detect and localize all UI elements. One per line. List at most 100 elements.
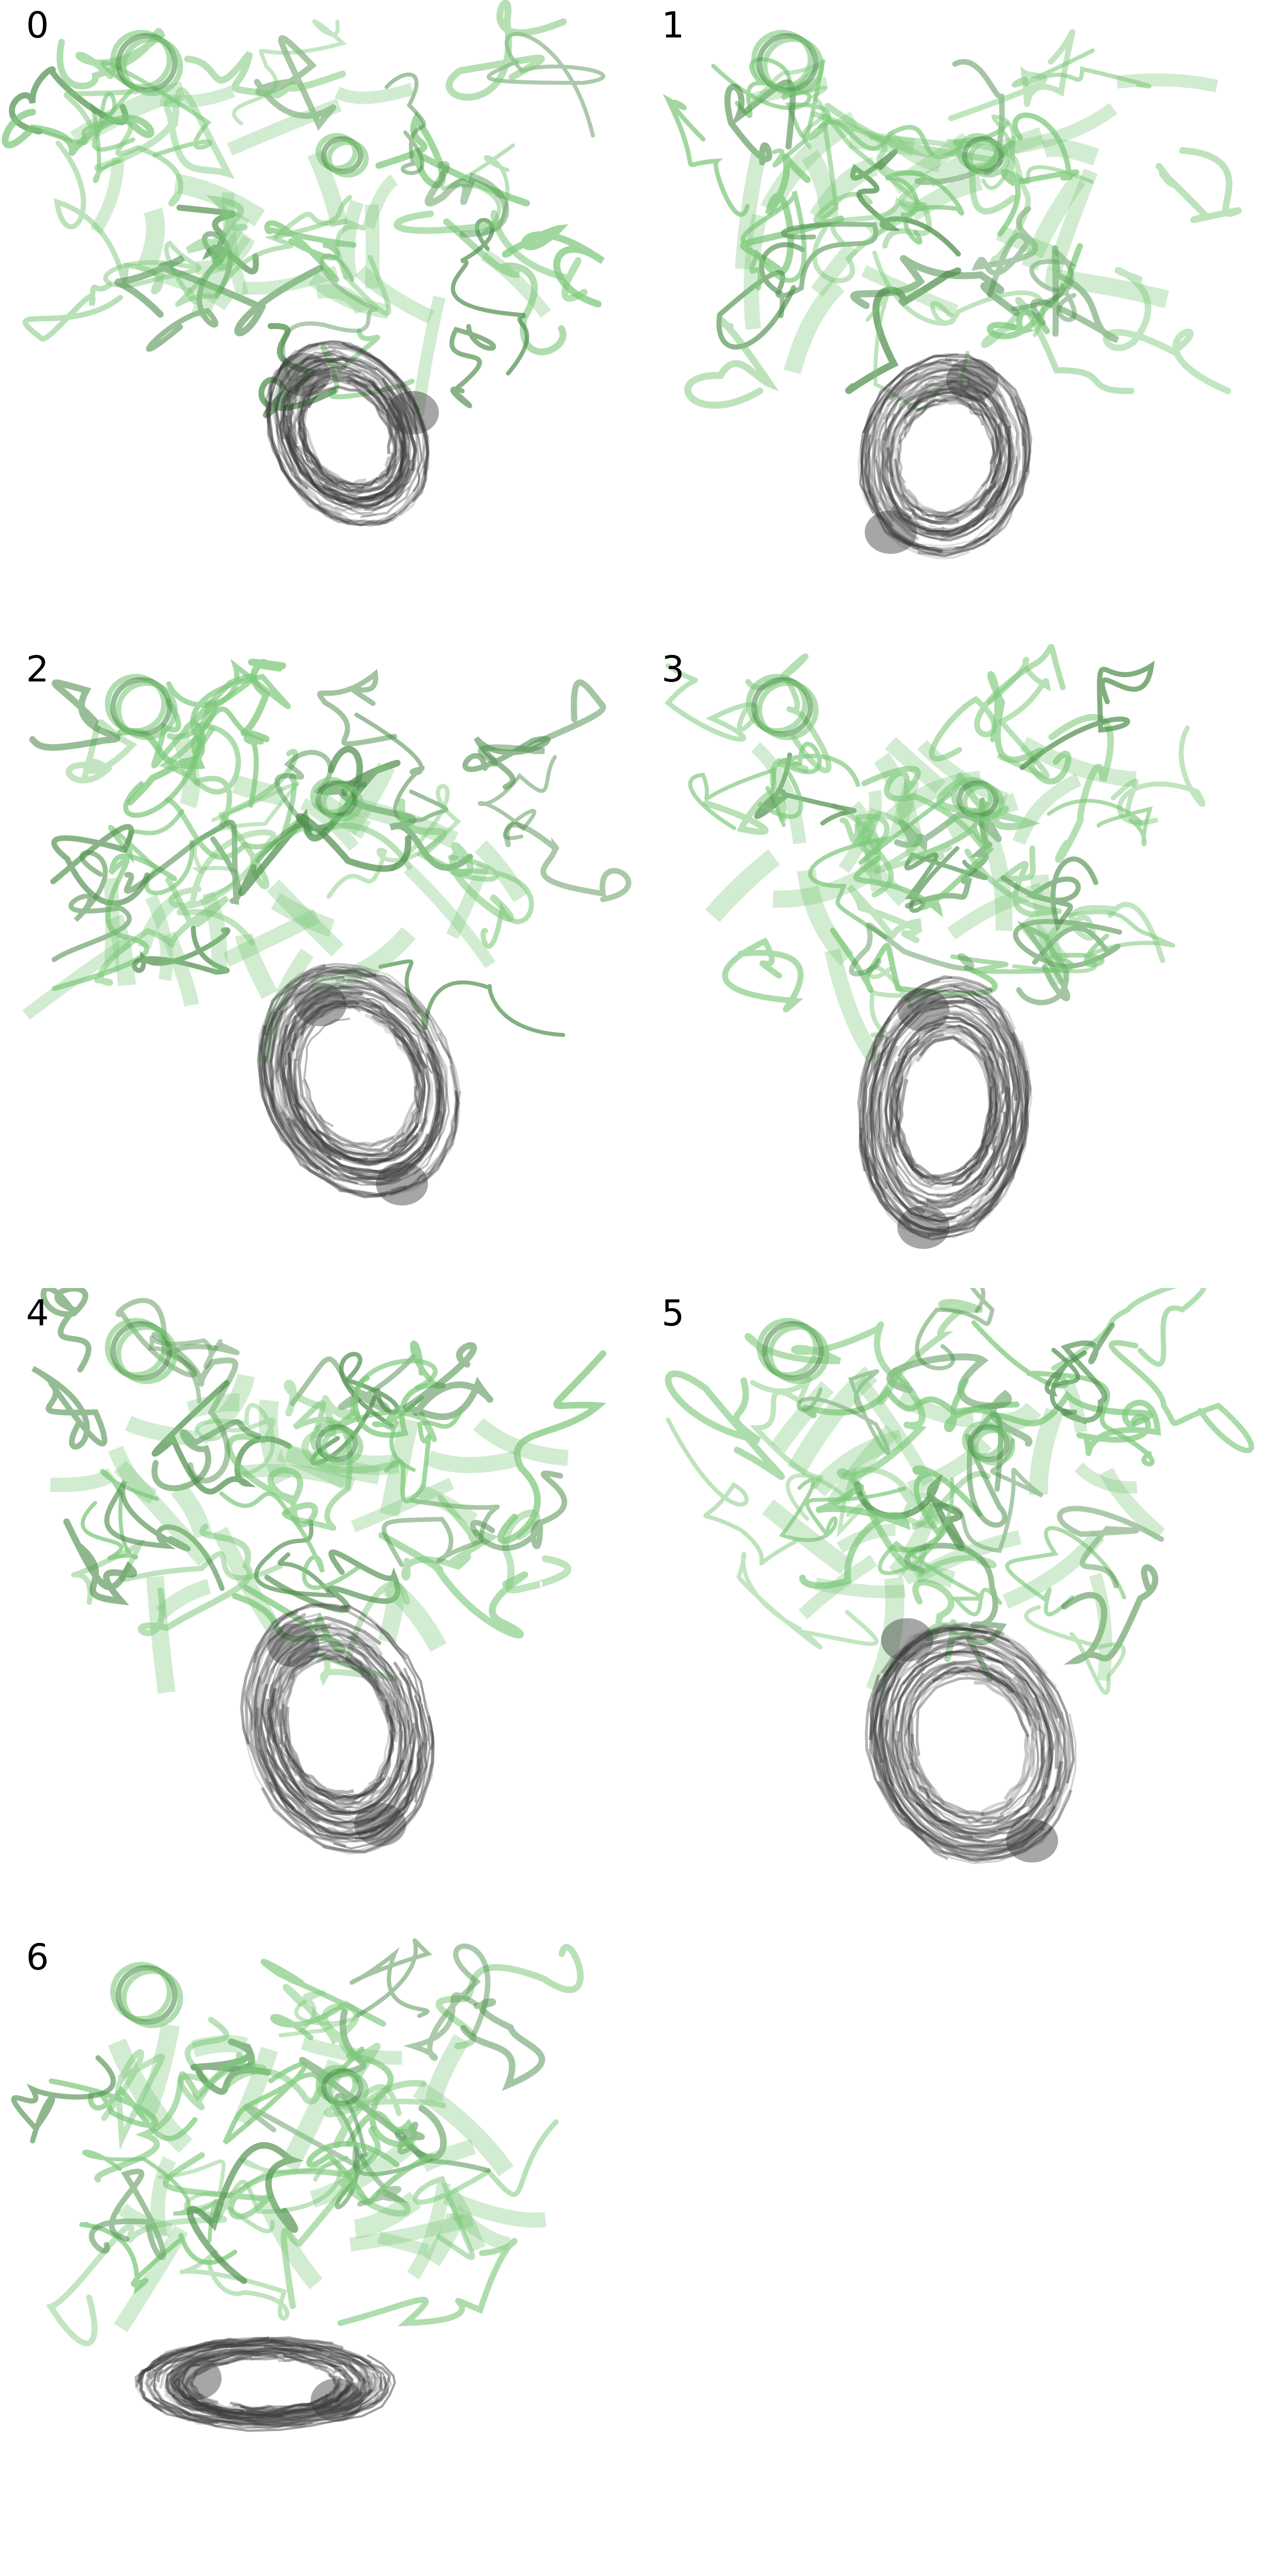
- protein-loop: [1047, 799, 1153, 847]
- ligand-trajectory-curve: [295, 1005, 361, 1061]
- ligand-trajectory-curve: [292, 995, 425, 1055]
- ligand-trajectory-curve: [904, 1026, 998, 1120]
- ligand-trajectory-curve: [993, 1652, 1057, 1750]
- ligand-trajectory-curve: [301, 2346, 383, 2413]
- ligand-trajectory-curve: [926, 1111, 1008, 1204]
- protein-loop: [850, 148, 961, 257]
- ligand-trajectory-curve: [962, 997, 1021, 1192]
- ligand-trajectory-curve: [291, 370, 385, 477]
- ligand-trajectory-curve: [246, 2388, 373, 2424]
- ligand-trajectory-curve: [341, 1605, 435, 1750]
- ligand-trajectory-curve: [183, 2353, 278, 2407]
- ligand-trajectory-curve: [864, 452, 1022, 553]
- protein-beta-strand: [377, 1582, 404, 1645]
- ligand-trajectory-curve: [307, 2362, 338, 2394]
- ligand-trajectory-curve: [188, 2347, 366, 2413]
- protein-beta-strand: [424, 2212, 464, 2266]
- protein-beta-strand: [1116, 73, 1218, 93]
- ligand-trajectory-curve: [378, 990, 442, 1094]
- ligand-trajectory-curve: [861, 980, 940, 1177]
- ligand-trajectory-curve: [281, 1650, 378, 1694]
- protein-loop: [94, 2052, 256, 2183]
- ligand-trajectory-curve: [318, 1086, 417, 1148]
- ligand-trajectory-curve: [860, 359, 952, 551]
- ligand-trajectory-curve: [884, 1016, 983, 1143]
- protein-loop: [811, 111, 932, 249]
- ligand-trajectory-curve: [244, 1610, 347, 1848]
- ligand-trajectory-curve: [916, 1641, 1060, 1769]
- ligand-trajectory-curve: [941, 426, 1015, 538]
- protein-loop: [684, 316, 779, 409]
- ligand-trajectory-curve: [230, 2346, 372, 2407]
- protein-beta-strand: [980, 830, 1012, 931]
- ligand-trajectory-curve: [878, 1660, 1002, 1849]
- protein-loop: [1012, 910, 1175, 974]
- protein-beta-strand: [810, 242, 858, 297]
- ligand-trajectory-curve: [269, 1667, 400, 1814]
- protein-beta-strand: [425, 2034, 469, 2102]
- ligand-trajectory-curve: [331, 473, 386, 490]
- protein-loop: [1030, 245, 1119, 343]
- ligand-trajectory-curve: [890, 1038, 920, 1138]
- ligand-trajectory-curve: [915, 1676, 1030, 1756]
- ligand-trajectory-curve: [279, 393, 316, 489]
- protein-loop: [186, 194, 248, 270]
- protein-loop: [436, 1943, 584, 2050]
- protein-beta-strand: [443, 2187, 486, 2252]
- protein-loop: [375, 111, 530, 207]
- protein-beta-strand: [1020, 736, 1137, 787]
- ligand-trajectory-curve: [171, 2365, 348, 2416]
- ligand-trajectory-curve: [265, 1704, 428, 1843]
- ligand-trajectory-curve: [203, 2347, 366, 2395]
- ligand-trajectory-curve: [257, 1025, 407, 1197]
- protein-loop: [349, 1938, 432, 2018]
- ligand-trajectory-curve: [274, 2353, 354, 2391]
- ligand-trajectory-curve: [159, 2376, 387, 2426]
- ligand-trajectory-curve: [280, 1015, 327, 1150]
- ligand-trajectory-curve: [299, 1003, 426, 1124]
- ligand-trajectory-curve: [146, 2343, 251, 2427]
- protein-beta-strand: [797, 869, 854, 965]
- protein-beta-strand: [865, 1577, 905, 1695]
- ligand-trajectory-curve: [317, 383, 430, 526]
- protein-beta-strand: [861, 265, 959, 317]
- protein-loop: [93, 87, 235, 179]
- protein-beta-strand: [425, 1450, 519, 1473]
- protein-loop: [317, 668, 398, 747]
- ligand-trajectory-curve: [165, 2346, 299, 2419]
- ligand-trajectory-curve: [250, 2356, 336, 2375]
- protein-beta-strand: [108, 2038, 193, 2154]
- protein-loop: [393, 210, 588, 302]
- ligand-trajectory-curve: [358, 440, 407, 501]
- ligand-trajectory-curve: [274, 1685, 298, 1777]
- ligand-trajectory-curve: [267, 1635, 403, 1741]
- protein-loop: [184, 51, 346, 99]
- protein-loop: [724, 79, 796, 166]
- ligand-trajectory-curve: [346, 374, 400, 434]
- ligand-trajectory-curve: [960, 1065, 1020, 1217]
- ligand-trajectory-curve: [301, 401, 367, 486]
- ligand-trajectory-curve: [955, 397, 1028, 549]
- protein-beta-strand: [1002, 1530, 1105, 1609]
- ligand-trajectory-curve: [173, 2363, 223, 2413]
- ligand-trajectory-curve: [277, 990, 364, 1087]
- protein-loop: [1056, 1506, 1165, 1589]
- ligand-trajectory-curve: [282, 417, 359, 509]
- ligand-trajectory-curve: [907, 1669, 1029, 1768]
- ligand-trajectory-curve: [878, 1092, 983, 1209]
- ligand-trajectory-curve: [329, 2363, 351, 2403]
- ligand-trajectory-curve: [316, 372, 405, 481]
- ligand-trajectory-curve: [292, 1117, 422, 1175]
- protein-loop: [987, 656, 1051, 779]
- ligand-trajectory-curve: [203, 2352, 343, 2372]
- protein-beta-strand: [117, 2203, 173, 2237]
- ligand-trajectory-curve: [364, 1013, 418, 1090]
- protein-beta-strand: [1099, 1467, 1166, 1540]
- protein-loop: [811, 197, 914, 283]
- protein-beta-strand: [849, 130, 915, 156]
- ligand-trajectory-curve: [303, 1017, 350, 1127]
- protein-beta-strand: [415, 1483, 478, 1526]
- protein-loop: [1011, 48, 1152, 89]
- ligand-trajectory-curve: [263, 968, 376, 1036]
- ligand-trajectory-curve: [149, 2340, 334, 2380]
